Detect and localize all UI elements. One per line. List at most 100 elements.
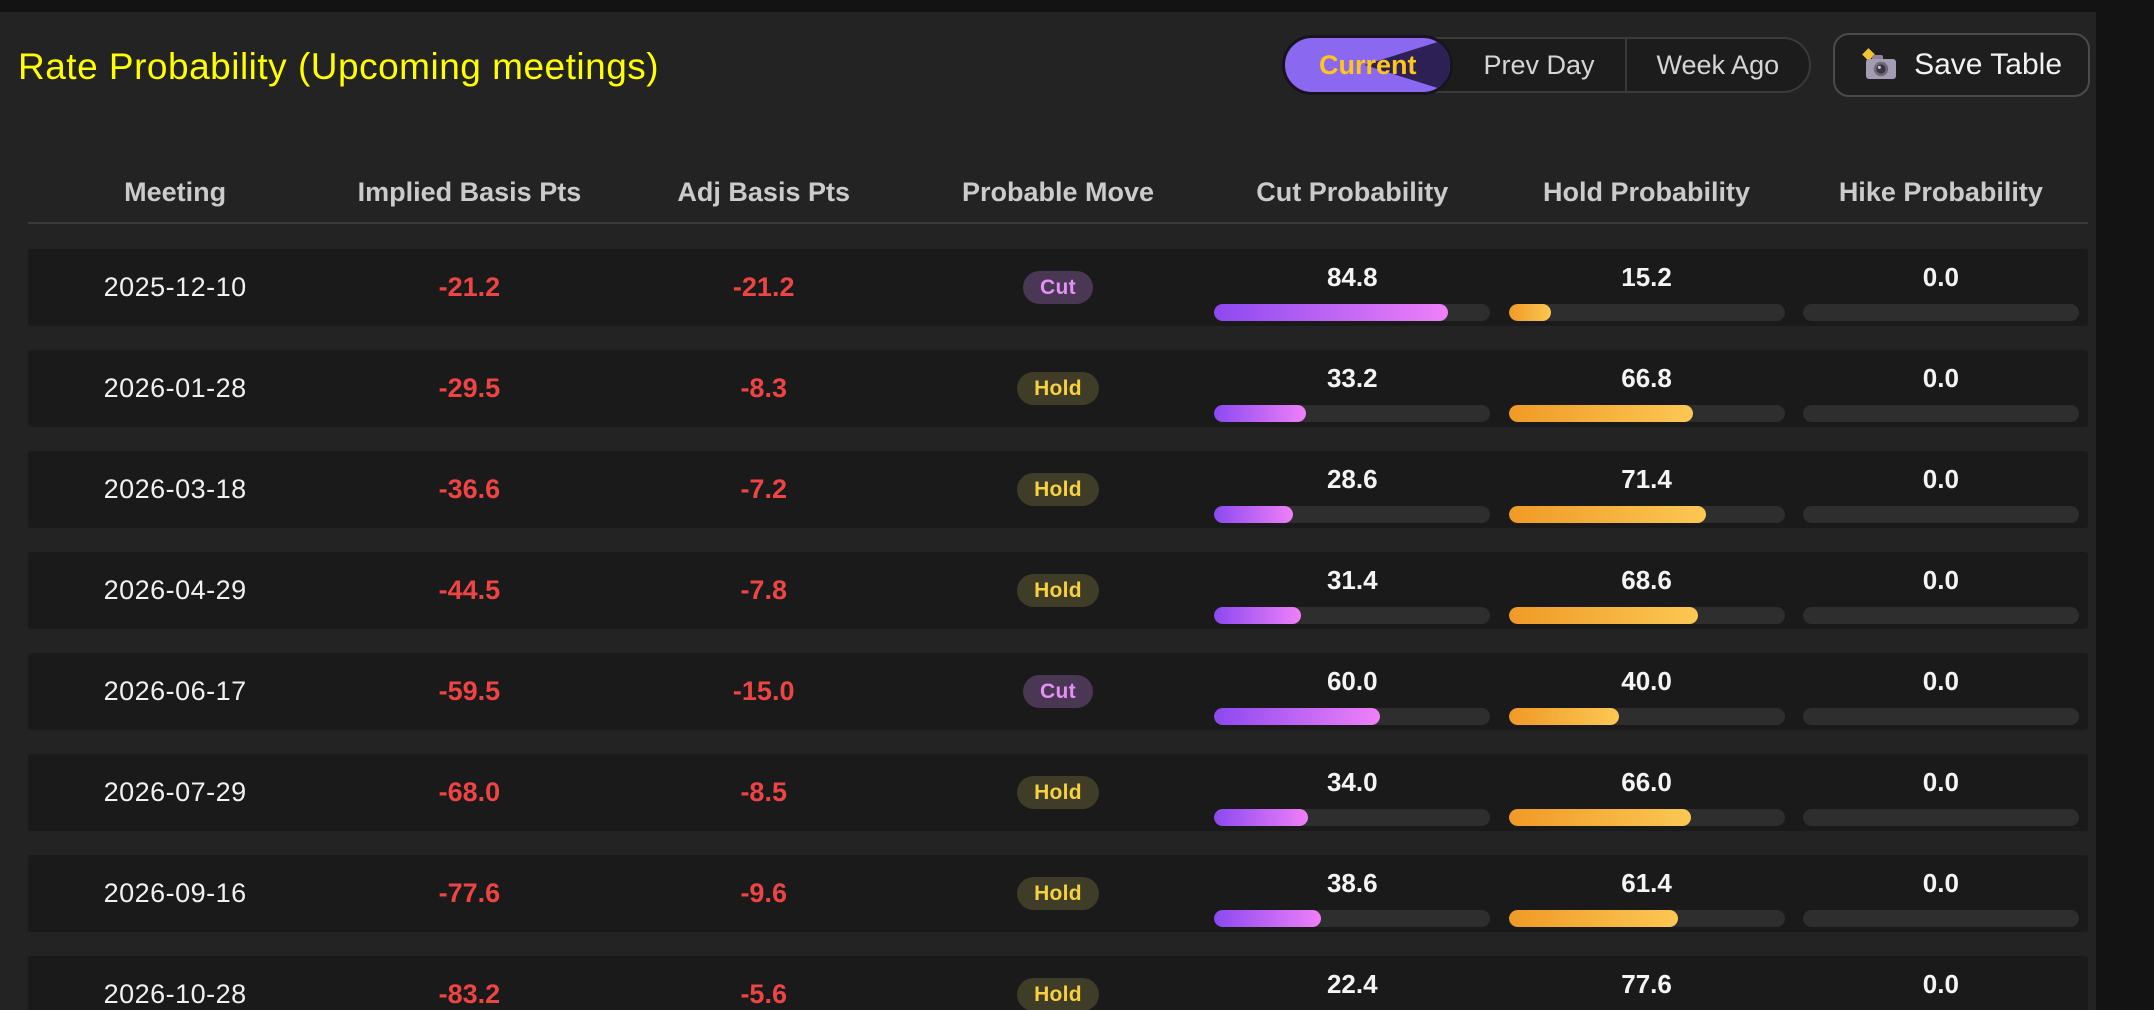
camera-icon	[1861, 48, 1899, 82]
hold-probability-bar	[1508, 809, 1785, 826]
adj-basis-pts: -9.6	[740, 878, 787, 908]
hold-probability-value: 15.2	[1621, 262, 1672, 292]
probable-move-badge: Hold	[1017, 978, 1099, 1010]
cut-probability-value: 60.0	[1326, 666, 1378, 696]
meeting-date: 2026-03-18	[103, 474, 247, 504]
hold-probability-bar	[1508, 607, 1785, 624]
adj-basis-pts: -8.3	[740, 373, 787, 403]
toggle-tab-prev-day[interactable]: Prev Day	[1453, 39, 1624, 91]
history-toggle-group: Current Prev Day Week Ago	[1281, 35, 1812, 95]
hike-probability-value: 0.0	[1922, 767, 1959, 797]
adj-basis-pts: -5.6	[740, 979, 787, 1009]
column-header-hold-probability: Hold Probability	[1543, 177, 1751, 207]
meeting-date: 2026-01-28	[103, 373, 247, 403]
page-title: Rate Probability (Upcoming meetings)	[18, 46, 660, 87]
cut-probability-bar	[1214, 506, 1491, 523]
adj-basis-pts: -21.2	[732, 272, 795, 302]
column-header-hike-probability: Hike Probability	[1838, 177, 2043, 207]
hold-probability-bar	[1508, 506, 1785, 523]
hike-probability-bar	[1802, 405, 2079, 422]
hike-probability-value: 0.0	[1922, 969, 1959, 999]
table-row: 2026-10-28 -83.2 -5.6 Hold 22.4 77.6 0.0	[28, 956, 2088, 1010]
save-table-button[interactable]: Save Table	[1833, 33, 2090, 97]
adj-basis-pts: -7.8	[740, 575, 787, 605]
meeting-date: 2025-12-10	[103, 272, 247, 302]
implied-basis-pts: -68.0	[438, 777, 501, 807]
cut-probability-value: 33.2	[1326, 363, 1378, 393]
implied-basis-pts: -77.6	[438, 878, 501, 908]
probable-move-badge: Hold	[1017, 372, 1099, 405]
toggle-tab-current[interactable]: Current	[1281, 35, 1454, 95]
save-table-label: Save Table	[1914, 48, 2062, 81]
hike-probability-bar	[1802, 708, 2079, 725]
table-row: 2025-12-10 -21.2 -21.2 Cut 84.8 15.2 0.0	[28, 249, 2088, 326]
implied-basis-pts: -36.6	[438, 474, 501, 504]
probable-move-badge: Hold	[1017, 574, 1099, 607]
cut-probability-bar	[1214, 809, 1491, 826]
hold-probability-value: 66.8	[1621, 363, 1672, 393]
probable-move-badge: Hold	[1017, 473, 1099, 506]
hold-probability-value: 71.4	[1621, 464, 1672, 494]
column-header-implied-basis-pts: Implied Basis Pts	[357, 177, 582, 207]
hike-probability-bar	[1802, 506, 2079, 523]
hike-probability-bar	[1802, 910, 2079, 927]
hold-probability-value: 61.4	[1621, 868, 1672, 898]
probable-move-badge: Hold	[1017, 776, 1099, 809]
hold-probability-value: 68.6	[1621, 565, 1672, 595]
hike-probability-value: 0.0	[1922, 464, 1959, 494]
hold-probability-value: 77.6	[1621, 969, 1672, 999]
meeting-date: 2026-06-17	[103, 676, 247, 706]
meeting-date: 2026-04-29	[103, 575, 247, 605]
hike-probability-value: 0.0	[1922, 363, 1959, 393]
adj-basis-pts: -8.5	[740, 777, 787, 807]
table-row: 2026-01-28 -29.5 -8.3 Hold 33.2 66.8 0.0	[28, 350, 2088, 427]
hike-probability-value: 0.0	[1922, 868, 1959, 898]
hike-probability-bar	[1802, 809, 2079, 826]
cut-probability-bar	[1214, 910, 1491, 927]
hike-probability-value: 0.0	[1922, 565, 1959, 595]
implied-basis-pts: -29.5	[438, 373, 501, 403]
hold-probability-bar	[1508, 910, 1785, 927]
cut-probability-bar	[1214, 304, 1491, 321]
probable-move-badge: Hold	[1017, 877, 1099, 910]
hold-probability-bar	[1508, 405, 1785, 422]
cut-probability-value: 84.8	[1326, 262, 1378, 292]
cut-probability-bar	[1214, 708, 1491, 725]
table-row: 2026-07-29 -68.0 -8.5 Hold 34.0 66.0 0.0	[28, 754, 2088, 831]
cut-probability-value: 22.4	[1326, 969, 1378, 999]
probable-move-badge: Cut	[1023, 675, 1093, 708]
adj-basis-pts: -15.0	[732, 676, 795, 706]
cut-probability-value: 38.6	[1326, 868, 1378, 898]
probable-move-badge: Cut	[1023, 271, 1093, 304]
table-row: 2026-06-17 -59.5 -15.0 Cut 60.0 40.0 0.0	[28, 653, 2088, 730]
meeting-date: 2026-09-16	[103, 878, 247, 908]
toolbar: Current Prev Day Week Ago Save Table	[1281, 30, 2090, 100]
app-window: Rate Probability (Upcoming meetings) Cur…	[0, 12, 2096, 1010]
toggle-tab-week-ago[interactable]: Week Ago	[1624, 39, 1810, 91]
table-row: 2026-09-16 -77.6 -9.6 Hold 38.6 61.4 0.0	[28, 855, 2088, 932]
adj-basis-pts: -7.2	[740, 474, 787, 504]
hike-probability-value: 0.0	[1922, 666, 1959, 696]
column-header-probable-move: Probable Move	[961, 177, 1155, 207]
meeting-date: 2026-07-29	[103, 777, 247, 807]
table-header-row: Meeting Implied Basis Pts Adj Basis Pts …	[28, 162, 2088, 222]
cut-probability-bar	[1214, 607, 1491, 624]
table-row: 2026-03-18 -36.6 -7.2 Hold 28.6 71.4 0.0	[28, 451, 2088, 528]
table-row: 2026-04-29 -44.5 -7.8 Hold 31.4 68.6 0.0	[28, 552, 2088, 629]
hold-probability-bar	[1508, 708, 1785, 725]
hike-probability-bar	[1802, 607, 2079, 624]
hold-probability-bar	[1508, 304, 1785, 321]
column-header-adj-basis-pts: Adj Basis Pts	[677, 177, 850, 207]
cut-probability-value: 28.6	[1326, 464, 1378, 494]
column-header-meeting: Meeting	[124, 177, 227, 207]
header-divider	[28, 222, 2088, 224]
column-header-cut-probability: Cut Probability	[1256, 177, 1449, 207]
implied-basis-pts: -59.5	[438, 676, 501, 706]
table-body: 2025-12-10 -21.2 -21.2 Cut 84.8 15.2 0.0…	[28, 249, 2088, 1010]
cut-probability-value: 31.4	[1326, 565, 1378, 595]
cut-probability-bar	[1214, 405, 1491, 422]
hold-probability-value: 40.0	[1621, 666, 1672, 696]
implied-basis-pts: -83.2	[438, 979, 501, 1009]
implied-basis-pts: -44.5	[438, 575, 501, 605]
meeting-date: 2026-10-28	[103, 979, 247, 1009]
